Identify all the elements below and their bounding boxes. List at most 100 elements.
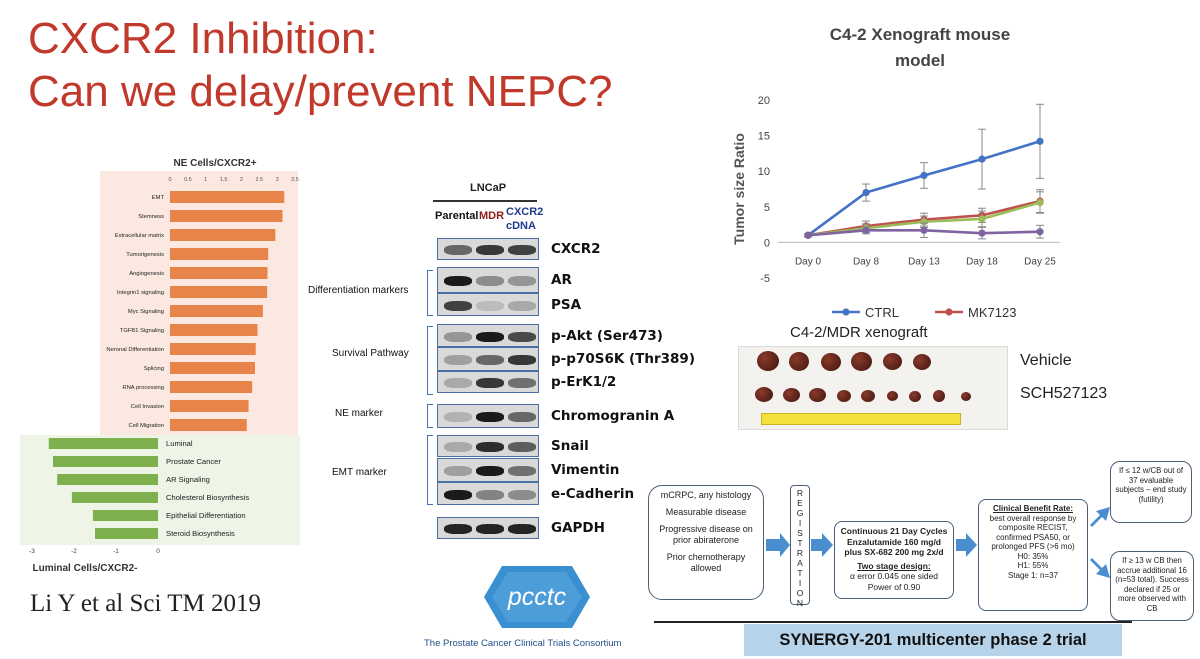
ruler <box>761 413 961 425</box>
arrow-right-2 <box>811 533 833 557</box>
wb-group-survival: Survival Pathway <box>332 348 409 359</box>
bottom-tick-label: -3 <box>29 548 35 555</box>
registration-letter: G <box>796 508 804 518</box>
x-tick-label: Day 18 <box>966 256 998 267</box>
wb-blot-strip <box>437 371 539 393</box>
down-bar <box>95 528 158 539</box>
up-bar <box>170 229 276 241</box>
legend-label: CTRL <box>865 305 899 320</box>
eligibility-l1: Measurable disease <box>665 507 747 517</box>
y-tick-label: 5 <box>764 202 770 214</box>
treatment-l2: Enzalutamide 160 mg/d <box>847 536 941 547</box>
arrow-right-1 <box>766 533 790 557</box>
top-tick-label: 0.5 <box>184 177 192 183</box>
wb-band <box>508 245 536 255</box>
tumor-specimen <box>789 352 809 371</box>
wb-col-parental: Parental <box>435 210 479 222</box>
wb-band <box>508 489 536 500</box>
pcctc-logo: pcctc <box>484 566 590 628</box>
xenograft-line-chart: C4-2 Xenograft mouse model 20 15 10 5 0 -5 Tumor… <box>731 25 1060 320</box>
treatment-l5: α error 0.045 one sided <box>849 571 939 581</box>
wb-group-differentiation: Differentiation markers <box>308 285 409 296</box>
wb-band <box>508 378 536 388</box>
tumor-specimen <box>821 353 841 371</box>
wb-blot-strip <box>437 293 539 316</box>
up-bar-label: RNA processing <box>122 385 164 391</box>
down-bar-label: AR Signaling <box>166 475 210 484</box>
legend-marker <box>842 308 850 316</box>
tumor-specimen <box>757 351 779 371</box>
wb-band <box>444 331 472 342</box>
wb-header-line <box>433 200 537 202</box>
endpoint-l3: H0: 35% <box>1017 551 1049 561</box>
flow-arrows <box>766 507 1110 578</box>
registration-letter: S <box>797 528 803 538</box>
wb-col-cxcr2: CXCR2 <box>506 206 544 218</box>
down-bar-label: Prostate Cancer <box>166 457 221 466</box>
registration-letter: N <box>796 598 804 608</box>
up-bar <box>170 381 253 393</box>
up-bar <box>170 419 247 431</box>
up-bar-label: Cell Migration <box>129 423 164 429</box>
wb-blot-strip <box>437 435 539 457</box>
up-bar-label: Integrin1 signaling <box>117 290 164 296</box>
wb-blot-strip <box>437 482 539 505</box>
wb-protein-label: e-Cadherin <box>551 485 635 502</box>
top-tick-label: 0 <box>168 177 171 183</box>
registration-letter: O <box>796 588 804 598</box>
wb-protein-label: p-ErK1/2 <box>551 374 617 390</box>
registration-letter: E <box>797 498 803 508</box>
trial-banner: SYNERGY-201 multicenter phase 2 trial <box>744 624 1122 656</box>
wb-blot-strip <box>437 517 539 539</box>
wb-band <box>476 355 504 365</box>
y-tick-label: 10 <box>758 166 770 178</box>
top-tick-label: 3 <box>276 177 279 183</box>
legend-marker <box>945 308 953 316</box>
tumor-specimen <box>851 352 872 371</box>
registration-letter: T <box>797 538 803 548</box>
wb-group-bracket <box>427 326 433 395</box>
up-bar-label: Cell Invasion <box>131 404 164 410</box>
eligibility-title: mCRPC, any histology <box>660 490 752 500</box>
wb-protein-label: p-p70S6K (Thr389) <box>551 351 695 367</box>
top-tick-label: 2 <box>240 177 243 183</box>
legend-label: MK7123 <box>968 305 1016 320</box>
citation: Li Y et al Sci TM 2019 <box>30 590 261 617</box>
wb-band <box>444 524 472 534</box>
wb-band <box>508 524 536 534</box>
wb-group-emt: EMT marker <box>332 467 387 478</box>
top-tick-label: 3.5 <box>291 177 299 183</box>
series-point <box>978 155 986 163</box>
tumor-specimen <box>861 390 875 402</box>
x-tick-label: Day 13 <box>908 256 940 267</box>
up-bar <box>170 343 256 355</box>
down-bar <box>48 438 158 449</box>
down-bar-label: Cholesterol Biosynthesis <box>166 493 249 502</box>
title-line-1: CXCR2 Inhibition: <box>28 14 378 63</box>
arrow-right-3 <box>956 533 977 557</box>
wb-group-bracket <box>427 435 433 505</box>
up-bar-label: Splicing <box>144 366 164 372</box>
wb-band <box>444 412 472 422</box>
tumor-specimen <box>933 390 945 402</box>
registration-letter: T <box>797 568 803 578</box>
xenograft-row-vehicle: Vehicle <box>1020 352 1072 369</box>
wb-band <box>444 442 472 452</box>
up-bar-label: TGFB1 Signaling <box>120 328 164 334</box>
wb-blot-strip <box>437 404 539 428</box>
wb-band <box>444 489 472 500</box>
tumor-specimen <box>913 354 931 370</box>
series-point <box>862 188 870 197</box>
treatment-l6: Power of 0.90 <box>867 581 921 592</box>
wb-blot-strip <box>437 347 539 371</box>
trial-box-endpoint: Clinical Benefit Rate: best overall resp… <box>978 499 1088 611</box>
tumor-specimen <box>809 388 826 402</box>
wb-band <box>444 466 472 476</box>
wb-band <box>476 378 504 388</box>
down-bar-label: Steroid Biosynthesis <box>166 529 235 538</box>
trial-box-eligibility: mCRPC, any histology Measurable disease … <box>648 485 764 600</box>
arrow-down-right <box>1090 558 1110 578</box>
bottom-tick-label: -2 <box>71 548 77 555</box>
wb-band <box>444 276 472 286</box>
registration-letter: R <box>796 548 804 558</box>
